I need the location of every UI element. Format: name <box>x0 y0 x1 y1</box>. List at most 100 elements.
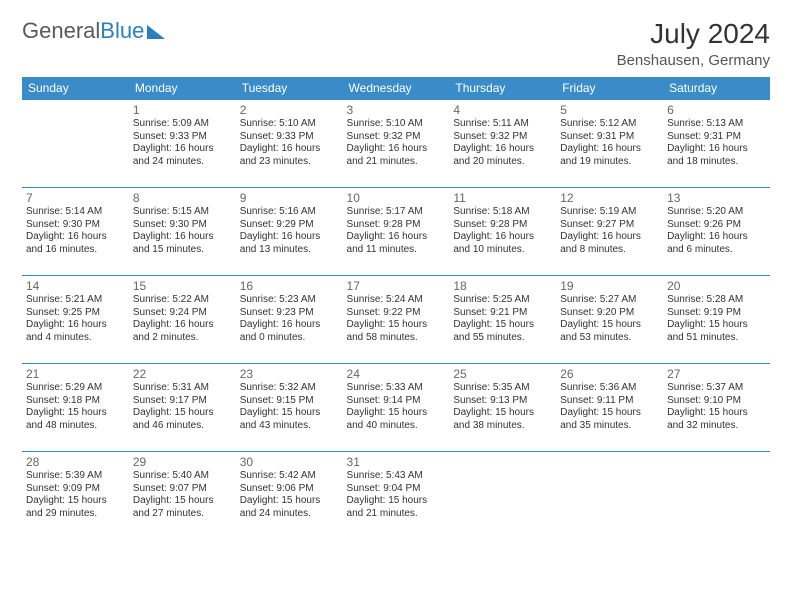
sunset-line: Sunset: 9:24 PM <box>133 307 232 320</box>
sunrise-line: Sunrise: 5:36 AM <box>560 382 659 395</box>
day-number: 21 <box>26 367 125 381</box>
sunset-value: 9:33 PM <box>276 131 313 142</box>
calendar-head: SundayMondayTuesdayWednesdayThursdayFrid… <box>22 77 770 100</box>
daylight-line: Daylight: 15 hours and 32 minutes. <box>667 407 766 432</box>
sunrise-line: Sunrise: 5:37 AM <box>667 382 766 395</box>
day-number: 10 <box>347 191 446 205</box>
day-number: 12 <box>560 191 659 205</box>
day-number: 20 <box>667 279 766 293</box>
sunrise-value: 5:23 AM <box>279 294 316 305</box>
logo-word-2: Blue <box>100 18 144 44</box>
calendar-empty-cell <box>556 452 663 540</box>
calendar-day-cell: 25Sunrise: 5:35 AMSunset: 9:13 PMDayligh… <box>449 364 556 452</box>
sunrise-label: Sunrise: <box>26 294 65 305</box>
sunset-line: Sunset: 9:28 PM <box>347 219 446 232</box>
day-number: 6 <box>667 103 766 117</box>
day-info: Sunrise: 5:19 AMSunset: 9:27 PMDaylight:… <box>560 206 659 256</box>
calendar-day-cell: 31Sunrise: 5:43 AMSunset: 9:04 PMDayligh… <box>343 452 450 540</box>
daylight-line: Daylight: 15 hours and 35 minutes. <box>560 407 659 432</box>
calendar-table: SundayMondayTuesdayWednesdayThursdayFrid… <box>22 77 770 540</box>
sunset-value: 9:27 PM <box>597 219 634 230</box>
daylight-line: Daylight: 16 hours and 10 minutes. <box>453 231 552 256</box>
sunrise-label: Sunrise: <box>453 382 492 393</box>
daylight-label: Daylight: <box>453 231 495 242</box>
sunrise-line: Sunrise: 5:13 AM <box>667 118 766 131</box>
sunrise-value: 5:10 AM <box>386 118 423 129</box>
sunrise-line: Sunrise: 5:28 AM <box>667 294 766 307</box>
sunset-line: Sunset: 9:15 PM <box>240 395 339 408</box>
sunrise-line: Sunrise: 5:11 AM <box>453 118 552 131</box>
day-info: Sunrise: 5:42 AMSunset: 9:06 PMDaylight:… <box>240 470 339 520</box>
sunrise-value: 5:39 AM <box>65 470 102 481</box>
day-info: Sunrise: 5:25 AMSunset: 9:21 PMDaylight:… <box>453 294 552 344</box>
sunrise-line: Sunrise: 5:22 AM <box>133 294 232 307</box>
sunset-line: Sunset: 9:23 PM <box>240 307 339 320</box>
daylight-line: Daylight: 16 hours and 20 minutes. <box>453 143 552 168</box>
daylight-line: Daylight: 15 hours and 40 minutes. <box>347 407 446 432</box>
sunrise-line: Sunrise: 5:19 AM <box>560 206 659 219</box>
day-info: Sunrise: 5:18 AMSunset: 9:28 PMDaylight:… <box>453 206 552 256</box>
sunset-label: Sunset: <box>347 307 384 318</box>
weekday-header: Sunday <box>22 77 129 100</box>
sunset-value: 9:29 PM <box>276 219 313 230</box>
daylight-label: Daylight: <box>240 143 282 154</box>
sunrise-value: 5:14 AM <box>65 206 102 217</box>
sunset-label: Sunset: <box>133 307 170 318</box>
sunrise-line: Sunrise: 5:24 AM <box>347 294 446 307</box>
sunset-value: 9:22 PM <box>383 307 420 318</box>
calendar-day-cell: 12Sunrise: 5:19 AMSunset: 9:27 PMDayligh… <box>556 188 663 276</box>
calendar-day-cell: 26Sunrise: 5:36 AMSunset: 9:11 PMDayligh… <box>556 364 663 452</box>
daylight-line: Daylight: 16 hours and 2 minutes. <box>133 319 232 344</box>
sunset-label: Sunset: <box>560 131 597 142</box>
daylight-line: Daylight: 15 hours and 43 minutes. <box>240 407 339 432</box>
sunset-value: 9:13 PM <box>490 395 527 406</box>
daylight-label: Daylight: <box>560 407 602 418</box>
sunrise-line: Sunrise: 5:16 AM <box>240 206 339 219</box>
sunset-value: 9:28 PM <box>490 219 527 230</box>
daylight-label: Daylight: <box>133 495 175 506</box>
sunset-line: Sunset: 9:29 PM <box>240 219 339 232</box>
calendar-day-cell: 2Sunrise: 5:10 AMSunset: 9:33 PMDaylight… <box>236 100 343 188</box>
sunrise-value: 5:32 AM <box>279 382 316 393</box>
sunset-label: Sunset: <box>667 307 704 318</box>
sunrise-line: Sunrise: 5:15 AM <box>133 206 232 219</box>
calendar-week-row: 21Sunrise: 5:29 AMSunset: 9:18 PMDayligh… <box>22 364 770 452</box>
sunrise-value: 5:37 AM <box>707 382 744 393</box>
day-number: 13 <box>667 191 766 205</box>
sunset-line: Sunset: 9:04 PM <box>347 483 446 496</box>
sunrise-line: Sunrise: 5:29 AM <box>26 382 125 395</box>
calendar-day-cell: 6Sunrise: 5:13 AMSunset: 9:31 PMDaylight… <box>663 100 770 188</box>
calendar-empty-cell <box>22 100 129 188</box>
daylight-line: Daylight: 15 hours and 29 minutes. <box>26 495 125 520</box>
sunset-label: Sunset: <box>347 219 384 230</box>
daylight-label: Daylight: <box>133 143 175 154</box>
sunrise-line: Sunrise: 5:25 AM <box>453 294 552 307</box>
sunrise-value: 5:29 AM <box>65 382 102 393</box>
sunrise-line: Sunrise: 5:32 AM <box>240 382 339 395</box>
daylight-label: Daylight: <box>667 143 709 154</box>
sunrise-value: 5:40 AM <box>172 470 209 481</box>
sunset-value: 9:11 PM <box>597 395 634 406</box>
day-number: 19 <box>560 279 659 293</box>
day-info: Sunrise: 5:20 AMSunset: 9:26 PMDaylight:… <box>667 206 766 256</box>
day-info: Sunrise: 5:09 AMSunset: 9:33 PMDaylight:… <box>133 118 232 168</box>
day-info: Sunrise: 5:12 AMSunset: 9:31 PMDaylight:… <box>560 118 659 168</box>
sunrise-label: Sunrise: <box>240 118 279 129</box>
sunrise-value: 5:12 AM <box>600 118 637 129</box>
sunset-label: Sunset: <box>453 219 490 230</box>
sunrise-line: Sunrise: 5:33 AM <box>347 382 446 395</box>
day-info: Sunrise: 5:21 AMSunset: 9:25 PMDaylight:… <box>26 294 125 344</box>
sunset-label: Sunset: <box>453 307 490 318</box>
sunrise-line: Sunrise: 5:18 AM <box>453 206 552 219</box>
sunset-line: Sunset: 9:14 PM <box>347 395 446 408</box>
day-number: 4 <box>453 103 552 117</box>
day-info: Sunrise: 5:15 AMSunset: 9:30 PMDaylight:… <box>133 206 232 256</box>
sunrise-label: Sunrise: <box>347 206 386 217</box>
calendar-day-cell: 24Sunrise: 5:33 AMSunset: 9:14 PMDayligh… <box>343 364 450 452</box>
daylight-line: Daylight: 15 hours and 53 minutes. <box>560 319 659 344</box>
daylight-line: Daylight: 15 hours and 58 minutes. <box>347 319 446 344</box>
sunrise-value: 5:21 AM <box>65 294 102 305</box>
sunset-value: 9:15 PM <box>276 395 313 406</box>
sunset-line: Sunset: 9:11 PM <box>560 395 659 408</box>
sunset-label: Sunset: <box>26 307 63 318</box>
